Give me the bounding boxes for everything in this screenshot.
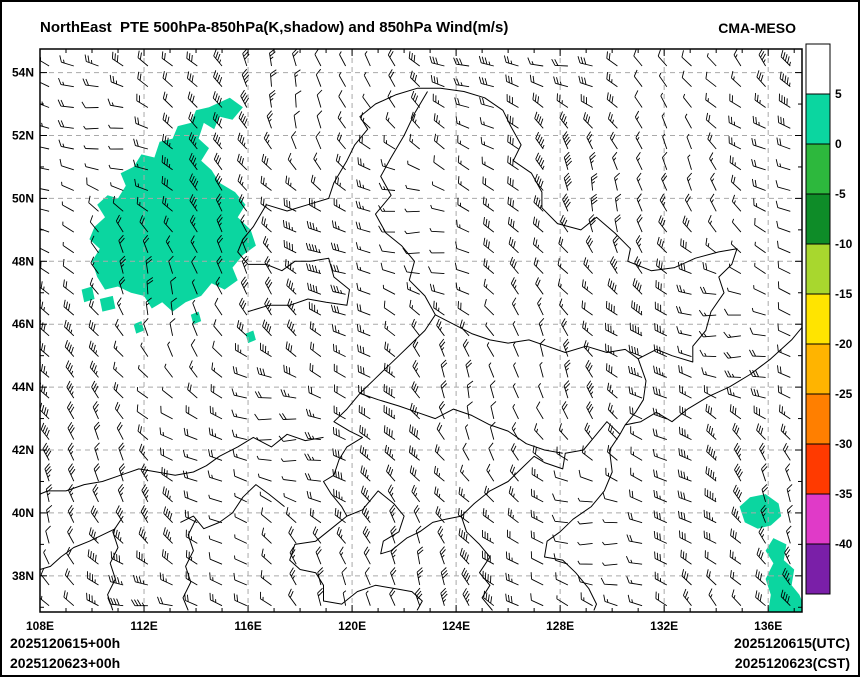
- colorbar: 5 0 -5 -10 -15 -20 -25 -30 -35 -40: [805, 43, 853, 595]
- valid-time-utc: 2025120615(UTC): [734, 635, 850, 651]
- colorbar-label: -35: [835, 487, 853, 501]
- colorbar-segment: [805, 243, 831, 295]
- colorbar-label: -25: [835, 387, 853, 401]
- pte-shaded-regions: [81, 97, 802, 612]
- colorbar-label: -5: [835, 187, 846, 201]
- lat-tick-label: 46N: [12, 317, 34, 331]
- colorbar-segment: [805, 143, 831, 195]
- lat-tick-label: 40N: [12, 506, 34, 520]
- colorbar-label: 5: [835, 87, 842, 101]
- colorbar-label: -15: [835, 287, 853, 301]
- colorbar-segment: [805, 343, 831, 395]
- colorbar-label: 0: [835, 137, 842, 151]
- colorbar-label: -40: [835, 537, 853, 551]
- colorbar-segment: [805, 543, 831, 595]
- lon-tick-label: 116E: [234, 619, 261, 633]
- axes: 108E 112E 116E 120E 124E 128E 132E 136E 38N 40N 42…: [12, 48, 803, 633]
- gridlines: [40, 49, 802, 612]
- colorbar-label: -30: [835, 437, 853, 451]
- colorbar-segment: [805, 93, 831, 145]
- colorbar-label: -20: [835, 337, 853, 351]
- lon-tick-label: 136E: [754, 619, 782, 633]
- lon-tick-label: 120E: [338, 619, 366, 633]
- model-name: CMA-MESO: [718, 20, 796, 36]
- footer-left: 2025120615+00h 2025120623+00h: [10, 633, 120, 673]
- lon-tick-label: 108E: [26, 619, 54, 633]
- footer-right: 2025120615(UTC) 2025120623(CST): [734, 633, 850, 673]
- lat-tick-label: 54N: [12, 66, 34, 80]
- lat-tick-label: 42N: [12, 443, 34, 457]
- chart-title: NorthEast PTE 500hPa-850hPa(K,shadow) an…: [40, 19, 509, 36]
- wind-barbs: [40, 49, 793, 607]
- colorbar-label: -10: [835, 237, 853, 251]
- lat-tick-label: 38N: [12, 569, 34, 583]
- lat-tick-label: 48N: [12, 254, 34, 268]
- lon-tick-label: 124E: [442, 619, 470, 633]
- colorbar-segment: [805, 43, 831, 95]
- lat-tick-label: 44N: [12, 380, 34, 394]
- map-outlines: [40, 87, 802, 611]
- colorbar-segment: [805, 393, 831, 445]
- lon-tick-label: 128E: [546, 619, 574, 633]
- lat-tick-label: 50N: [12, 191, 34, 205]
- lon-tick-label: 132E: [650, 619, 678, 633]
- lat-tick-label: 52N: [12, 128, 34, 142]
- colorbar-segment: [805, 493, 831, 545]
- run-time-line2: 2025120623+00h: [10, 655, 121, 671]
- valid-time-cst: 2025120623(CST): [734, 655, 850, 671]
- run-time-line1: 2025120615+00h: [10, 635, 121, 651]
- colorbar-segment: [805, 443, 831, 495]
- colorbar-segment: [805, 193, 831, 245]
- lon-tick-label: 112E: [130, 619, 157, 633]
- colorbar-segment: [805, 293, 831, 345]
